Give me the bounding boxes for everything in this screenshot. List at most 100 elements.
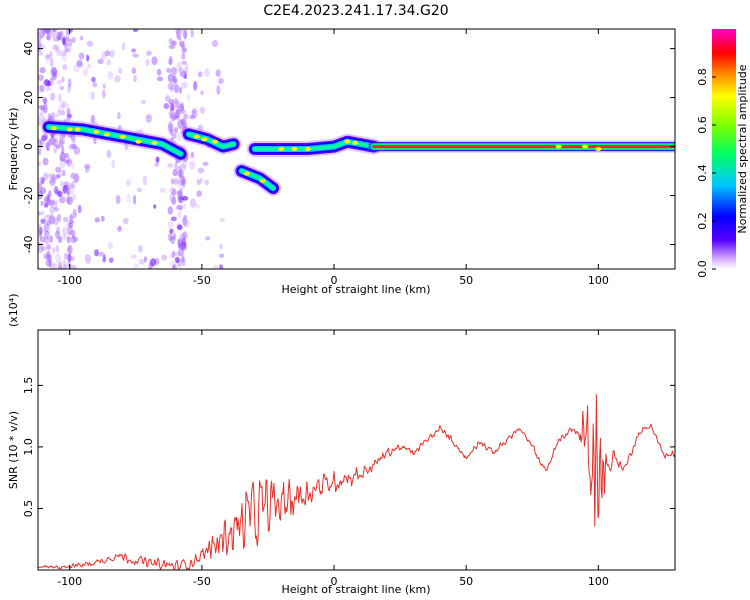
noise-blob (177, 119, 184, 130)
noise-blob (46, 214, 51, 219)
hotspot (193, 134, 200, 139)
noise-blob (49, 235, 53, 243)
spectrogram-y-tick-label: 20 (22, 91, 35, 105)
noise-blob (90, 91, 95, 101)
noise-blob (41, 133, 48, 140)
noise-blob (52, 29, 57, 33)
noise-blob (191, 110, 196, 119)
noise-blob (180, 109, 186, 115)
noise-blob (181, 196, 189, 201)
spectrogram-x-axis-title: Height of straight line (km) (281, 283, 430, 296)
noise-blob (174, 100, 181, 109)
hotspot (595, 147, 602, 151)
noise-blob (165, 67, 172, 73)
noise-blob (56, 35, 60, 42)
hotspot (66, 127, 73, 132)
noise-blob (43, 79, 50, 87)
noise-blob (177, 103, 185, 112)
noise-blob (183, 219, 191, 228)
noise-blob (39, 230, 43, 240)
hotspot (352, 140, 359, 145)
noise-blob (90, 114, 96, 125)
noise-blob (190, 151, 195, 159)
noise-blob (94, 217, 100, 223)
noise-blob (172, 133, 177, 140)
noise-blob (199, 106, 205, 114)
noise-blob (38, 29, 46, 39)
noise-blob (43, 215, 48, 221)
noise-blob (175, 114, 180, 120)
noise-blob (175, 29, 182, 35)
noise-blob (63, 42, 69, 49)
noise-blob (50, 262, 57, 269)
noise-blob (38, 161, 42, 166)
noise-blob (91, 76, 96, 83)
spectrogram-frame (37, 28, 676, 270)
noise-blob (143, 256, 147, 263)
noise-blob (38, 148, 42, 156)
noise-blob (168, 109, 174, 119)
noise-blob (155, 156, 160, 163)
noise-blob (150, 258, 157, 267)
noise-blob (171, 195, 177, 206)
noise-blob (190, 152, 195, 157)
snr-x-tick-label: -100 (57, 575, 82, 588)
noise-blob (178, 86, 183, 94)
noise-blob (71, 144, 78, 150)
noise-blob (183, 113, 189, 120)
noise-blob (61, 76, 65, 83)
noise-blob (186, 93, 191, 102)
noise-blob (196, 190, 202, 197)
noise-blob (67, 78, 72, 88)
noise-blob (202, 161, 209, 166)
snr-y-multiplier: (x10⁴) (7, 294, 20, 328)
noise-blob (147, 264, 153, 269)
noise-blob (177, 224, 183, 230)
noise-blob (84, 165, 90, 173)
noise-blob (86, 63, 92, 69)
noise-blob (168, 44, 174, 50)
colorbar-tick-label: 0.0 (696, 260, 709, 278)
noise-blob (173, 179, 181, 184)
noise-blob (59, 152, 66, 162)
noise-blob (182, 256, 186, 267)
noise-blob (38, 41, 42, 48)
noise-blob (98, 251, 105, 257)
noise-blob (180, 70, 188, 78)
noise-blob (181, 46, 186, 54)
hotspot (135, 139, 142, 144)
noise-blob (45, 82, 49, 92)
noise-blob (58, 138, 64, 148)
hotspot (291, 147, 298, 151)
spectrogram-x-tick-label: 100 (588, 274, 609, 287)
noise-blob (177, 211, 182, 218)
noise-blob (62, 226, 67, 235)
noise-blob (59, 50, 67, 57)
noise-blob (172, 232, 177, 240)
noise-blob (48, 259, 52, 268)
noise-blob (79, 35, 84, 41)
noise-blob (39, 138, 46, 145)
hotspot (278, 147, 285, 151)
noise-blob (38, 116, 43, 126)
noise-blob (38, 139, 43, 148)
noise-blob (175, 109, 181, 119)
noise-blob (111, 159, 115, 169)
noise-blob (138, 244, 143, 253)
noise-blob (179, 40, 184, 48)
noise-blob (55, 166, 62, 173)
noise-blob (71, 233, 76, 239)
noise-blob (52, 246, 56, 255)
noise-blob (171, 263, 177, 269)
noise-blob (189, 114, 196, 120)
noise-blob (106, 149, 112, 158)
noise-blob (126, 194, 132, 204)
noise-blob (117, 225, 122, 232)
noise-blob (174, 127, 179, 134)
noise-blob (46, 146, 50, 152)
colorbar-ticks: 0.0 0.2 0.4 0.6 0.8 (696, 68, 716, 278)
noise-blob (57, 213, 62, 222)
noise-blob (41, 209, 45, 216)
noise-blob (63, 216, 69, 223)
noise-blob (49, 137, 56, 146)
